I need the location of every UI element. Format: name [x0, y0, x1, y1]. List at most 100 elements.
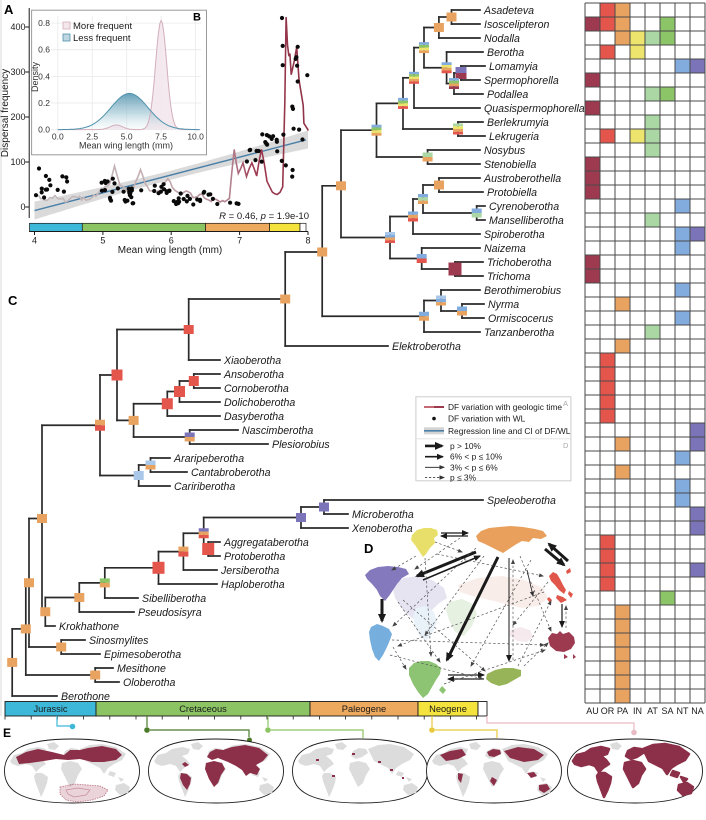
svg-text:Microberotha: Microberotha: [352, 509, 414, 521]
svg-text:Lekrugeria: Lekrugeria: [489, 131, 539, 143]
svg-text:Ormiscocerus: Ormiscocerus: [488, 313, 554, 325]
svg-text:8: 8: [305, 236, 310, 246]
svg-text:Nyrma: Nyrma: [488, 299, 519, 311]
svg-text:Oloberotha: Oloberotha: [123, 677, 176, 689]
svg-text:Protobiella: Protobiella: [487, 187, 537, 199]
svg-text:Spermophorella: Spermophorella: [484, 75, 559, 87]
svg-text:AT: AT: [647, 706, 658, 716]
svg-text:0.8: 0.8: [38, 18, 50, 28]
svg-text:3% < p ≤ 6%: 3% < p ≤ 6%: [450, 462, 498, 472]
svg-text:A: A: [4, 2, 14, 17]
svg-text:Mean wing length (mm): Mean wing length (mm): [79, 141, 173, 151]
svg-text:Xiaoberotha: Xiaoberotha: [223, 355, 281, 367]
svg-text:Berotha: Berotha: [487, 47, 524, 59]
svg-text:p > 10%: p > 10%: [450, 441, 482, 451]
svg-text:DF variation with geologic tim: DF variation with geologic time: [448, 402, 562, 412]
svg-text:Plesiorobius: Plesiorobius: [272, 439, 330, 451]
svg-text:D: D: [563, 441, 569, 450]
svg-text:Sibelliberotha: Sibelliberotha: [142, 593, 206, 605]
svg-text:Cantabroberotha: Cantabroberotha: [191, 467, 271, 479]
svg-text:7: 7: [237, 236, 242, 246]
svg-text:Asadeteva: Asadeteva: [483, 5, 534, 17]
svg-text:Dispersal frequency: Dispersal frequency: [0, 69, 11, 157]
svg-text:Protoberotha: Protoberotha: [224, 551, 285, 563]
svg-text:Berothimerobius: Berothimerobius: [484, 285, 562, 297]
svg-text:4: 4: [32, 236, 37, 246]
svg-text:Krokhathone: Krokhathone: [59, 621, 119, 633]
svg-text:Dasyberotha: Dasyberotha: [224, 411, 284, 423]
svg-text:Naizema: Naizema: [484, 243, 526, 255]
svg-text:5: 5: [100, 236, 105, 246]
svg-text:DF variation with WL: DF variation with WL: [448, 414, 526, 424]
svg-text:Epimesoberotha: Epimesoberotha: [104, 649, 181, 661]
svg-text:Ansoberotha: Ansoberotha: [223, 369, 284, 381]
svg-text:NT: NT: [677, 706, 689, 716]
svg-text:Dolichoberotha: Dolichoberotha: [224, 397, 295, 409]
svg-text:0: 0: [20, 202, 25, 212]
svg-text:Nodalla: Nodalla: [484, 33, 520, 45]
svg-text:Araripeberotha: Araripeberotha: [173, 453, 244, 465]
svg-text:Elektroberotha: Elektroberotha: [392, 341, 461, 353]
svg-text:More frequent: More frequent: [73, 21, 133, 32]
svg-text:Spiroberotha: Spiroberotha: [484, 229, 545, 241]
svg-text:Paleogene: Paleogene: [342, 704, 386, 714]
svg-text:Cornoberotha: Cornoberotha: [224, 383, 289, 395]
svg-text:SA: SA: [661, 706, 673, 716]
svg-text:A: A: [563, 399, 568, 408]
svg-text:6% < p ≤ 10%: 6% < p ≤ 10%: [450, 452, 503, 462]
svg-text:0.2: 0.2: [38, 98, 50, 108]
svg-text:Caririberotha: Caririberotha: [174, 481, 235, 493]
svg-text:Neogene: Neogene: [429, 704, 467, 714]
svg-text:B: B: [193, 12, 201, 24]
svg-text:D: D: [364, 541, 373, 556]
svg-text:2.5: 2.5: [86, 132, 98, 142]
svg-text:Jurassic: Jurassic: [33, 704, 67, 714]
svg-text:Isoscelipteron: Isoscelipteron: [484, 19, 549, 31]
svg-text:0.0: 0.0: [38, 125, 50, 135]
svg-text:C: C: [8, 293, 18, 308]
svg-text:Trichoma: Trichoma: [487, 271, 530, 283]
svg-text:Quasispermophorella: Quasispermophorella: [484, 103, 585, 115]
svg-text:Pseudosisyra: Pseudosisyra: [138, 607, 202, 619]
svg-text:NA: NA: [691, 706, 704, 716]
svg-text:Lomamyia: Lomamyia: [489, 61, 538, 73]
svg-text:AU: AU: [586, 706, 599, 716]
svg-text:Podallea: Podallea: [487, 89, 528, 101]
svg-text:Haploberotha: Haploberotha: [221, 579, 285, 591]
svg-text:Austroberothella: Austroberothella: [483, 173, 561, 185]
svg-text:IN: IN: [633, 706, 642, 716]
svg-text:0.0: 0.0: [52, 132, 64, 142]
svg-text:400: 400: [10, 22, 25, 32]
svg-text:E: E: [3, 726, 11, 740]
svg-text:Mean wing length (mm): Mean wing length (mm): [118, 245, 222, 256]
svg-text:p ≤ 3%: p ≤ 3%: [450, 473, 477, 483]
svg-text:R = 0.46, p = 1.9e-10: R = 0.46, p = 1.9e-10: [219, 211, 309, 222]
svg-text:Tanzanberotha: Tanzanberotha: [484, 327, 554, 339]
svg-text:200: 200: [10, 112, 25, 122]
svg-text:Sinosmylites: Sinosmylites: [89, 635, 149, 647]
svg-text:Xenoberotha: Xenoberotha: [351, 523, 413, 535]
svg-text:Regression line and CI of DF/W: Regression line and CI of DF/WL: [448, 426, 571, 436]
svg-text:Speleoberotha: Speleoberotha: [487, 495, 556, 507]
svg-text:5.0: 5.0: [121, 132, 133, 142]
svg-text:Manselliberotha: Manselliberotha: [489, 215, 564, 227]
svg-text:Trichoberotha: Trichoberotha: [487, 257, 552, 269]
svg-text:100: 100: [10, 157, 25, 167]
svg-text:Berlekrumyia: Berlekrumyia: [487, 117, 549, 129]
svg-text:Nosybus: Nosybus: [484, 145, 526, 157]
svg-text:10.0: 10.0: [187, 132, 204, 142]
svg-text:OR: OR: [601, 706, 615, 716]
svg-text:Cyrenoberotha: Cyrenoberotha: [489, 201, 559, 213]
svg-text:Mesithone: Mesithone: [117, 663, 166, 675]
svg-text:Berothone: Berothone: [61, 691, 110, 703]
svg-text:0.4: 0.4: [38, 71, 50, 81]
svg-text:PA: PA: [617, 706, 628, 716]
svg-text:300: 300: [10, 67, 25, 77]
svg-text:Cretaceous: Cretaceous: [179, 704, 227, 714]
svg-text:Less frequent: Less frequent: [73, 33, 131, 44]
svg-text:Jersiberotha: Jersiberotha: [220, 565, 279, 577]
svg-text:Nascimberotha: Nascimberotha: [242, 425, 313, 437]
svg-text:0.6: 0.6: [38, 45, 50, 55]
svg-text:Density: Density: [30, 61, 40, 92]
svg-text:6: 6: [169, 236, 174, 246]
